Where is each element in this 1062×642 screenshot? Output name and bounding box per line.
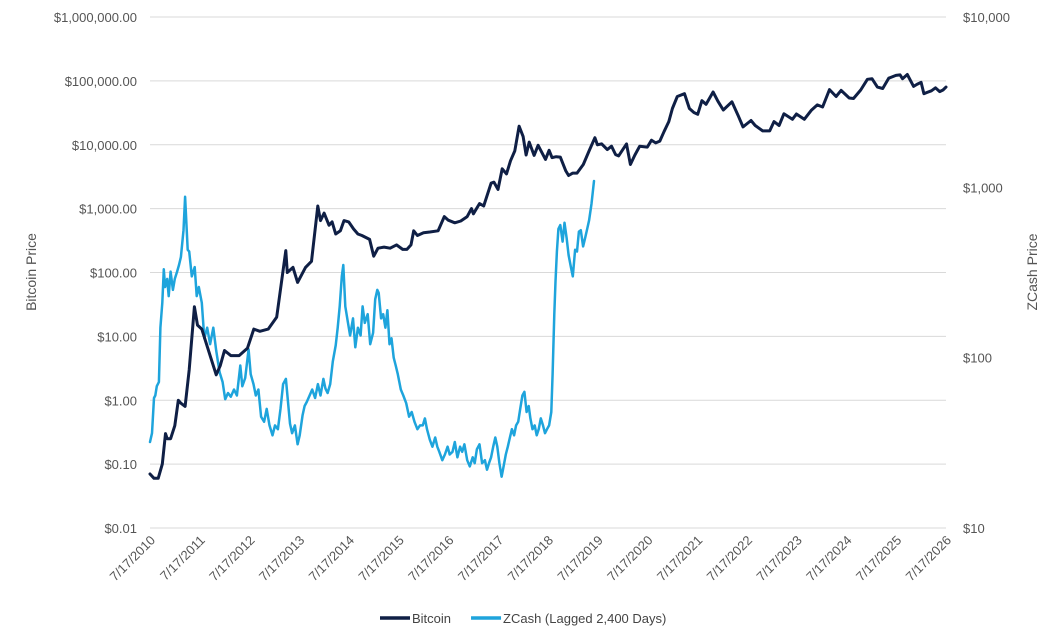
left-axis-ticks: $0.01 $0.10 $1.00 $10.00 $100.00 $1,000.00 $10… — [54, 10, 137, 536]
left-tick-label: $0.10 — [104, 457, 137, 472]
right-axis-ticks: $10 $100 $1,000 $10,000 — [963, 10, 1010, 536]
right-tick-label: $1,000 — [963, 180, 1003, 195]
x-tick-label: 7/17/2020 — [604, 533, 656, 585]
left-tick-label: $1.00 — [104, 393, 137, 408]
x-tick-label: 7/17/2024 — [803, 533, 855, 585]
right-tick-label: $100 — [963, 351, 992, 366]
x-tick-label: 7/17/2017 — [455, 533, 507, 585]
x-tick-label: 7/17/2010 — [107, 533, 159, 585]
x-tick-label: 7/17/2022 — [704, 533, 756, 585]
x-tick-label: 7/17/2023 — [753, 533, 805, 585]
x-tick-label: 7/17/2019 — [554, 533, 606, 585]
right-axis-title: ZCash Price — [1024, 233, 1040, 310]
legend: Bitcoin ZCash (Lagged 2,400 Days) — [380, 611, 666, 626]
left-tick-label: $1,000.00 — [79, 202, 137, 217]
left-axis-title: Bitcoin Price — [23, 233, 39, 311]
legend-label: ZCash (Lagged 2,400 Days) — [503, 611, 666, 626]
x-tick-label: 7/17/2012 — [206, 533, 258, 585]
left-tick-label: $100.00 — [90, 266, 137, 281]
x-tick-label: 7/17/2011 — [157, 533, 208, 584]
x-axis-ticks: 7/17/20107/17/20117/17/20127/17/20137/17… — [107, 533, 955, 585]
right-tick-label: $10,000 — [963, 10, 1010, 25]
left-tick-label: $0.01 — [104, 521, 137, 536]
left-tick-label: $10,000.00 — [72, 138, 137, 153]
x-tick-label: 7/17/2015 — [355, 533, 407, 585]
x-tick-label: 7/17/2018 — [505, 533, 557, 585]
x-tick-label: 7/17/2014 — [306, 533, 358, 585]
x-tick-label: 7/17/2016 — [405, 533, 457, 585]
legend-label: Bitcoin — [412, 611, 451, 626]
right-tick-label: $10 — [963, 521, 985, 536]
bitcoin-series-line — [148, 73, 948, 480]
x-tick-label: 7/17/2021 — [654, 533, 706, 585]
left-tick-label: $10.00 — [97, 329, 137, 344]
left-tick-label: $100,000.00 — [65, 74, 137, 89]
x-tick-label: 7/17/2026 — [903, 533, 955, 585]
zcash-series-line — [148, 179, 596, 478]
x-tick-label: 7/17/2013 — [256, 533, 308, 585]
x-tick-label: 7/17/2025 — [853, 533, 905, 585]
left-tick-label: $1,000,000.00 — [54, 10, 137, 25]
series-lines — [148, 73, 948, 480]
